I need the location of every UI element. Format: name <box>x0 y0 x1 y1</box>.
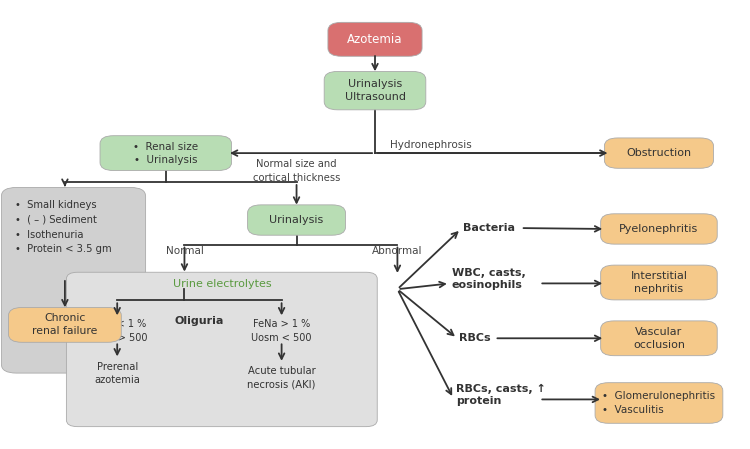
Text: Urine electrolytes: Urine electrolytes <box>172 279 272 289</box>
FancyBboxPatch shape <box>8 308 122 342</box>
Text: Obstruction: Obstruction <box>626 148 692 158</box>
Text: FeNa < 1 %
Uosm > 500: FeNa < 1 % Uosm > 500 <box>87 319 148 343</box>
FancyBboxPatch shape <box>604 138 713 168</box>
FancyBboxPatch shape <box>324 71 426 110</box>
Text: Pyelonephritis: Pyelonephritis <box>620 224 698 234</box>
FancyBboxPatch shape <box>601 265 717 300</box>
FancyBboxPatch shape <box>601 214 717 244</box>
FancyBboxPatch shape <box>595 383 723 423</box>
Text: Normal size and
cortical thickness: Normal size and cortical thickness <box>253 159 340 183</box>
Text: •  Renal size
•  Urinalysis: • Renal size • Urinalysis <box>134 141 198 165</box>
Text: Chronic
renal failure: Chronic renal failure <box>32 313 98 336</box>
Text: Oliguria: Oliguria <box>175 316 224 326</box>
Text: •  Glomerulonephritis
•  Vasculitis: • Glomerulonephritis • Vasculitis <box>602 392 715 414</box>
Text: RBCs, casts, ↑
protein: RBCs, casts, ↑ protein <box>456 383 545 406</box>
FancyBboxPatch shape <box>248 205 346 235</box>
Text: WBC, casts,
eosinophils: WBC, casts, eosinophils <box>452 268 526 291</box>
Text: Vascular
occlusion: Vascular occlusion <box>633 327 685 350</box>
Text: Bacteria: Bacteria <box>464 223 515 233</box>
FancyBboxPatch shape <box>67 272 377 427</box>
Text: Normal: Normal <box>166 246 203 256</box>
Text: •  Small kidneys
•  ( – ) Sediment
•  Isothenuria
•  Protein < 3.5 gm: • Small kidneys • ( – ) Sediment • Isoth… <box>15 200 112 254</box>
Text: FeNa > 1 %
Uosm < 500: FeNa > 1 % Uosm < 500 <box>251 319 312 343</box>
Text: Prerenal
azotemia: Prerenal azotemia <box>94 362 140 385</box>
Text: Azotemia: Azotemia <box>347 33 403 46</box>
Text: Hydronephrosis: Hydronephrosis <box>390 140 472 150</box>
FancyBboxPatch shape <box>2 188 146 373</box>
Text: Interstitial
nephritis: Interstitial nephritis <box>631 271 688 294</box>
FancyBboxPatch shape <box>100 136 232 171</box>
Text: Urinalysis: Urinalysis <box>269 215 324 225</box>
Text: Acute tubular
necrosis (AKI): Acute tubular necrosis (AKI) <box>248 366 316 390</box>
Text: RBCs: RBCs <box>460 333 491 343</box>
FancyBboxPatch shape <box>601 321 717 356</box>
FancyBboxPatch shape <box>328 22 422 56</box>
Text: Urinalysis
Ultrasound: Urinalysis Ultrasound <box>344 79 406 102</box>
Text: Abnormal: Abnormal <box>372 246 423 256</box>
